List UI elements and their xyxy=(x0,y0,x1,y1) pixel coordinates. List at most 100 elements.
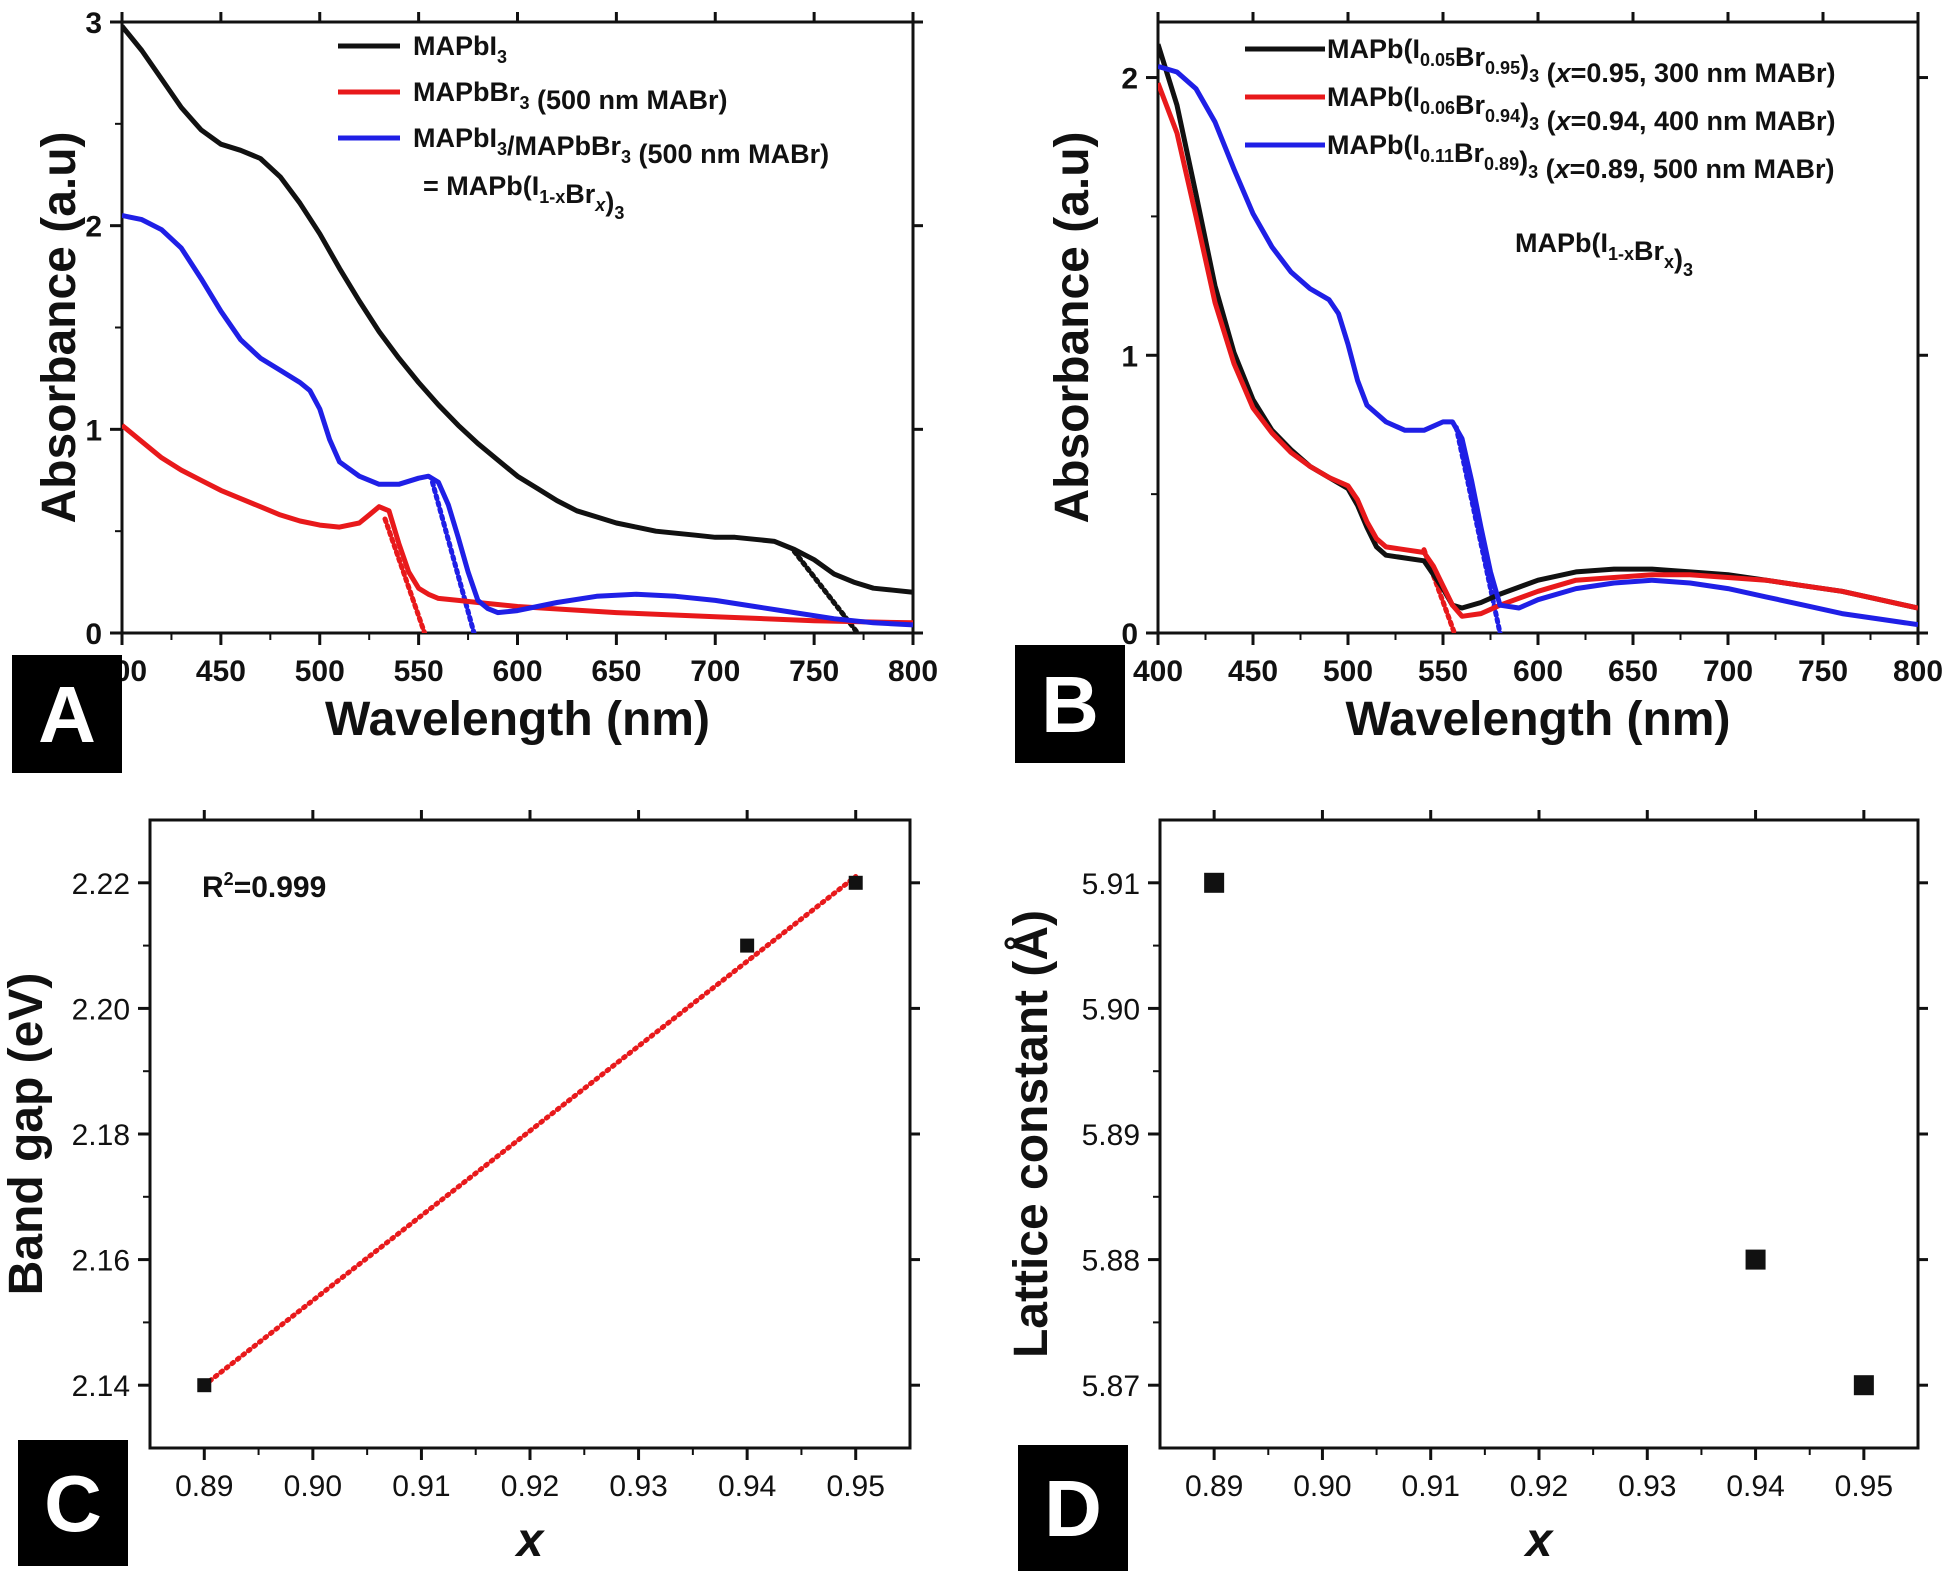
data-point xyxy=(1204,872,1225,893)
panel-letter: B xyxy=(1041,660,1099,749)
composition-label-part: MAPb(I xyxy=(1515,228,1608,258)
legend-label-part: 3 xyxy=(621,147,631,167)
y-tick-label: 2.18 xyxy=(72,1119,130,1152)
x-tick-label: 450 xyxy=(196,655,246,688)
legend-label: MAPb(I0.05Br0.95)3 (x=0.95, 300 nm MABr) xyxy=(1327,34,1836,88)
legend-label-part: (500 nm MABr) xyxy=(530,85,728,115)
legend-label-part: 3 xyxy=(497,47,507,67)
panel-A: 4004505005506006507007508000123Wavelengt… xyxy=(12,7,938,773)
x-tick-label: 0.92 xyxy=(1510,1470,1568,1503)
data-point xyxy=(197,1378,212,1393)
legend-label-part: MAPb(I xyxy=(1327,130,1420,160)
series-line xyxy=(1158,64,1918,628)
y-tick-label: 5.88 xyxy=(1082,1245,1140,1278)
x-tick-label: 400 xyxy=(1133,655,1183,688)
x-tick-label: 750 xyxy=(789,655,839,688)
y-tick-label: 2.16 xyxy=(72,1245,130,1278)
legend-label-part: 0.06 xyxy=(1420,98,1455,118)
legend-label-part: MAPb(I xyxy=(1327,34,1420,64)
panel-letter-box xyxy=(1015,645,1125,763)
series-line xyxy=(1158,43,1918,611)
y-tick-label: 1 xyxy=(1121,340,1138,373)
legend-label-part: (500 nm MABr) xyxy=(631,139,829,169)
y-tick-label: 1 xyxy=(85,414,102,447)
y-tick-label: 2.14 xyxy=(72,1370,130,1403)
legend-label-part: ( xyxy=(1538,154,1555,184)
legend-label-part: ( xyxy=(1539,106,1556,136)
y-tick-label: 0 xyxy=(85,618,102,651)
panel-D: 0.89 0.90 0.91 0.92 0.93 0.94 0.95 5.87 5.88 5.89… xyxy=(1004,810,1928,1571)
legend-label-part: x xyxy=(1553,154,1571,184)
legend-label: MAPbI3 xyxy=(413,31,507,67)
plot-area xyxy=(197,874,863,1393)
y-axis-title: Band gap (eV) xyxy=(0,973,53,1296)
x-axis-title: Wavelength (nm) xyxy=(325,693,710,746)
x-tick-label: 700 xyxy=(690,655,740,688)
x-tick-label: 0.93 xyxy=(1618,1470,1676,1503)
legend-label: = MAPb(I1-xBrx)3 xyxy=(423,171,624,223)
x-tick-label: 0.94 xyxy=(1726,1470,1784,1503)
series-line xyxy=(1158,82,1918,619)
legend-label-part: = MAPb(I xyxy=(423,171,539,201)
x-tick-label: 0.91 xyxy=(1402,1470,1460,1503)
x-tick-label: 550 xyxy=(394,655,444,688)
panel-B: 400 450 500 550 600 650 700 750 800 0 1 2 Wavelength… xyxy=(1015,12,1943,763)
panel-letter-box xyxy=(12,655,122,773)
legend-label-part: MAPbI xyxy=(413,123,497,153)
legend-label-part: MAPbBr xyxy=(413,77,520,107)
plot-area xyxy=(1204,872,1874,1396)
y-tick-label: 5.91 xyxy=(1082,868,1140,901)
legend-label-part: 3 xyxy=(1529,66,1539,86)
x-tick-label: 0.95 xyxy=(827,1470,885,1503)
composition-label-part: ) xyxy=(1674,244,1683,274)
legend-label-part: ) xyxy=(1519,146,1528,176)
legend-label-part: x xyxy=(594,195,606,215)
y-tick-label: 2 xyxy=(1121,63,1138,96)
legend-label-part: 3 xyxy=(520,93,530,113)
y-tick-label: 5.90 xyxy=(1082,993,1140,1026)
y-axis-title: Absorbance (a.u) xyxy=(1046,131,1099,523)
plot-frame xyxy=(1158,818,1920,1450)
y-tick-label: 2 xyxy=(85,211,102,244)
panel-letter: C xyxy=(44,1459,102,1548)
legend-label-part: MAPb(I xyxy=(1327,82,1420,112)
legend-label-part: Br xyxy=(1455,90,1485,120)
x-axis-title: Wavelength (nm) xyxy=(1346,693,1731,746)
x-tick-label: 0.94 xyxy=(718,1470,776,1503)
x-tick-label: 0.92 xyxy=(501,1470,559,1503)
r-squared-part: 2 xyxy=(224,869,234,889)
x-tick-label: 600 xyxy=(492,655,542,688)
x-tick-label: 500 xyxy=(295,655,345,688)
panel-C: 0.89 0.90 0.91 0.92 0.93 0.94 0.95 2.14 2.16 2.18… xyxy=(0,810,920,1567)
panel-letter: D xyxy=(1044,1464,1102,1553)
legend-label-part: 3 xyxy=(1528,162,1538,182)
plot-area xyxy=(1158,43,1918,633)
legend-label-part: 3 xyxy=(1529,114,1539,134)
x-axis-title: x xyxy=(1523,1514,1555,1567)
x-axis-title: x xyxy=(514,1514,546,1567)
x-tick-label: 0.91 xyxy=(392,1470,450,1503)
x-tick-label: 450 xyxy=(1228,655,1278,688)
x-tick-label: 0.89 xyxy=(175,1470,233,1503)
x-tick-label: 550 xyxy=(1418,655,1468,688)
x-tick-label: 600 xyxy=(1513,655,1563,688)
y-tick-label: 5.89 xyxy=(1082,1119,1140,1152)
composition-label-part: 1-x xyxy=(1608,244,1634,264)
y-tick-label: 5.87 xyxy=(1082,1370,1140,1403)
y-tick-label: 0 xyxy=(1121,618,1138,651)
composition-label-part: Br xyxy=(1634,236,1664,266)
legend-label-part: ( xyxy=(1539,58,1556,88)
plot-area xyxy=(122,24,913,633)
legend-label-part: ) xyxy=(1520,98,1529,128)
x-tick-label: 0.89 xyxy=(1185,1470,1243,1503)
x-tick-label: 650 xyxy=(591,655,641,688)
series-line xyxy=(122,423,913,626)
r-squared-part: =0.999 xyxy=(234,871,327,904)
legend-label: MAPbBr3 (500 nm MABr) xyxy=(413,77,728,115)
x-tick-label: 800 xyxy=(888,655,938,688)
legend-label-part: Br xyxy=(565,179,595,209)
x-tick-label: 650 xyxy=(1608,655,1658,688)
r-squared-part: R xyxy=(202,871,224,904)
legend-label-part: 0.94 xyxy=(1485,106,1520,126)
